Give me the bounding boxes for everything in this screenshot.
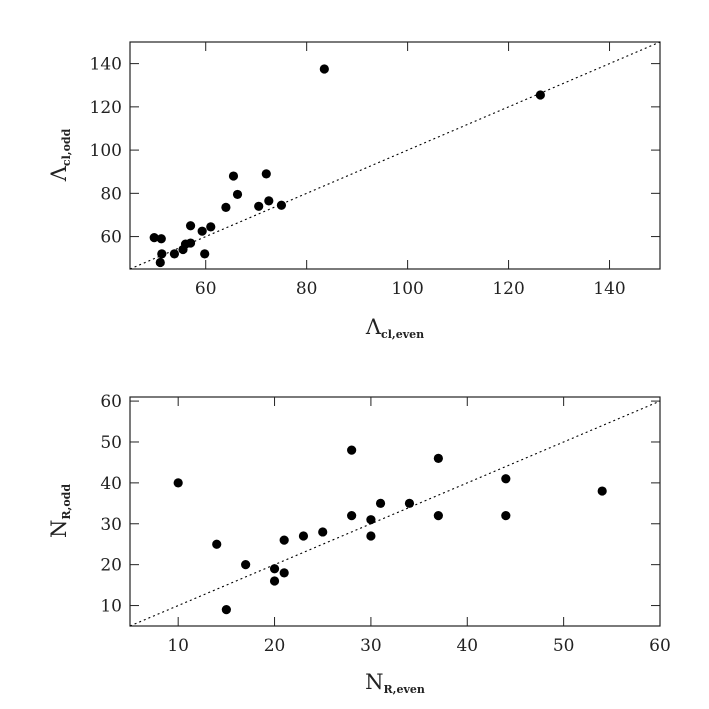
top-data-points <box>149 64 545 268</box>
bottom-data-point <box>269 576 280 586</box>
top-data-point <box>221 202 231 212</box>
bottom-x-tick-label: 30 <box>360 636 382 656</box>
top-reference-line <box>129 41 661 270</box>
top-plot-frame <box>129 41 661 270</box>
top-data-point <box>149 233 159 243</box>
top-data-point <box>254 201 264 211</box>
top-data-point <box>319 64 329 74</box>
bottom-x-tick-label: 50 <box>553 636 575 656</box>
bottom-data-point <box>241 560 251 570</box>
top-data-point <box>155 257 165 268</box>
top-y-tick-label: 60 <box>100 228 122 248</box>
top-x-tick-label: 140 <box>593 279 625 299</box>
bottom-data-point <box>366 515 376 525</box>
bottom-x-tick-label: 20 <box>264 636 286 656</box>
top-x-tick-label: 120 <box>492 279 524 299</box>
top-y-tick-label: 100 <box>90 141 122 161</box>
top-data-point <box>228 171 239 181</box>
top-y-tick-label: 120 <box>90 98 122 118</box>
top-x-tick-label: 80 <box>296 279 318 299</box>
bottom-data-point <box>298 531 309 541</box>
top-data-point <box>206 222 216 232</box>
bottom-data-point <box>433 510 443 521</box>
top-y-axis-label: Λcl,odd <box>47 128 73 182</box>
bottom-data-point <box>269 564 280 574</box>
top-data-point <box>276 200 287 210</box>
bottom-data-points <box>173 445 607 615</box>
bottom-x-tick-label: 40 <box>456 636 478 656</box>
bottom-scatter-plot: 10 20 30 40 50 60 10 20 30 40 50 60 NR,even NR,odd <box>47 392 671 696</box>
bottom-data-point <box>221 605 231 615</box>
bottom-data-point <box>404 498 415 508</box>
bottom-data-point <box>501 510 511 521</box>
bottom-data-point <box>173 478 183 488</box>
bottom-y-tick-label: 50 <box>100 433 122 453</box>
bottom-data-point <box>597 486 607 496</box>
top-ticks: 60 80 100 120 140 60 80 100 120 140 <box>90 42 660 299</box>
top-data-point <box>200 249 210 259</box>
top-data-point <box>169 249 180 259</box>
bottom-reference-line <box>129 400 661 627</box>
bottom-data-point <box>433 453 443 463</box>
bottom-y-axis-label: NR,odd <box>47 484 73 538</box>
bottom-reference-line-group <box>129 400 661 627</box>
top-data-point <box>261 169 271 179</box>
top-y-tick-label: 140 <box>90 55 122 75</box>
top-x-axis-label: Λcl,even <box>365 315 424 341</box>
bottom-x-tick-label: 60 <box>649 636 671 656</box>
bottom-data-point <box>375 498 386 508</box>
top-data-point <box>185 238 196 248</box>
bottom-y-tick-label: 20 <box>100 556 122 576</box>
bottom-x-axis-label: NR,even <box>365 670 425 696</box>
top-x-tick-label: 100 <box>391 279 423 299</box>
top-data-point <box>264 196 274 206</box>
bottom-y-tick-label: 10 <box>100 597 122 617</box>
top-data-point <box>535 90 545 100</box>
bottom-y-tick-label: 40 <box>100 474 122 494</box>
bottom-plot-frame <box>129 396 661 627</box>
bottom-x-tick-label: 10 <box>167 636 189 656</box>
bottom-data-point <box>318 527 328 537</box>
bottom-data-point <box>279 568 289 578</box>
bottom-data-point <box>212 539 222 549</box>
top-y-tick-label: 80 <box>100 184 122 204</box>
top-scatter-plot: 60 80 100 120 140 60 80 100 120 140 Λcl,even Λcl,… <box>47 41 661 341</box>
bottom-y-tick-label: 60 <box>100 392 122 412</box>
bottom-y-tick-label: 30 <box>100 515 122 535</box>
bottom-data-point <box>347 510 357 521</box>
top-data-point <box>156 234 166 244</box>
bottom-data-point <box>366 531 376 541</box>
bottom-data-point <box>347 445 357 455</box>
bottom-data-point <box>279 535 289 545</box>
top-data-point <box>232 189 243 200</box>
bottom-data-point <box>501 474 511 484</box>
top-reference-line-group <box>129 41 661 270</box>
bottom-ticks: 10 20 30 40 50 60 10 20 30 40 50 60 <box>100 392 670 656</box>
top-data-point <box>197 226 207 236</box>
top-data-point <box>157 249 167 259</box>
top-x-tick-label: 60 <box>195 279 217 299</box>
top-data-point <box>185 221 196 231</box>
